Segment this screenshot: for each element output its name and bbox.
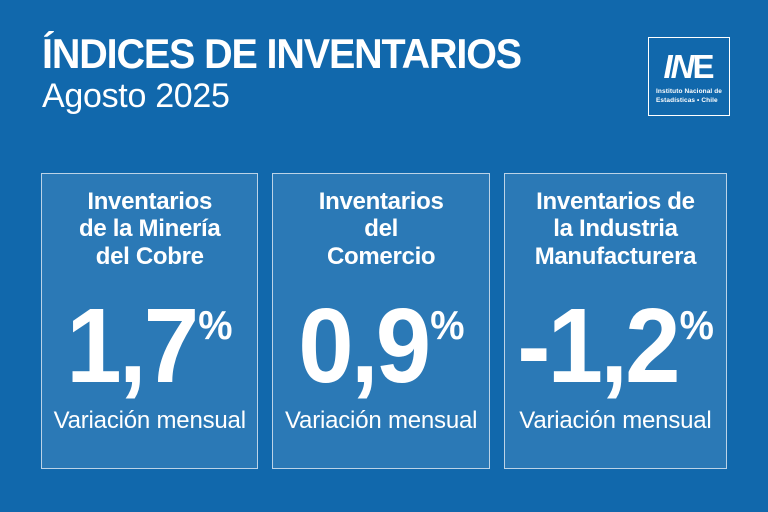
- card-title-line: Inventarios: [318, 188, 444, 215]
- ine-logo: INE Instituto Nacional de Estadísticas •…: [648, 37, 730, 116]
- page-subtitle: Agosto 2025: [42, 77, 230, 115]
- percent-sign: %: [198, 302, 233, 349]
- card-copper-mining-inventories: Inventarios de la Minería del Cobre 1,7 …: [41, 173, 259, 469]
- card-commerce-inventories: Inventarios del Comercio 0,9 % Variación…: [272, 173, 490, 469]
- card-caption: Variación mensual: [285, 406, 478, 434]
- header: ÍNDICES DE INVENTARIOS Agosto 2025: [42, 30, 552, 115]
- card-value: 1,7: [66, 287, 200, 406]
- indicator-cards-row: Inventarios de la Minería del Cobre 1,7 …: [41, 173, 727, 469]
- card-title-line: Inventarios de: [536, 188, 695, 215]
- card-value: 0,9: [298, 287, 431, 406]
- card-title-line: Manufacturera: [534, 242, 697, 270]
- card-title: Inventarios de la Minería del Cobre: [78, 188, 221, 270]
- card-title-line: del Cobre: [95, 242, 204, 270]
- ine-logo-acronym-e: E: [692, 47, 715, 85]
- card-value-group: 1,7 %: [66, 287, 233, 406]
- card-title-line: del: [364, 215, 399, 243]
- ine-logo-acronym-in: IN: [663, 47, 694, 85]
- card-caption: Variación mensual: [519, 406, 712, 434]
- card-manufacturing-inventories: Inventarios de la Industria Manufacturer…: [503, 173, 727, 469]
- card-title-line: la Industria: [553, 215, 678, 243]
- ine-logo-caption-line1: Instituto Nacional de: [656, 87, 723, 95]
- card-title-line: Comercio: [327, 242, 436, 270]
- card-title: Inventarios del Comercio: [319, 188, 444, 270]
- card-value-group: 0,9 %: [298, 287, 465, 406]
- card-value-group: -1,2 %: [517, 287, 714, 406]
- percent-sign: %: [679, 302, 714, 349]
- ine-logo-caption: Instituto Nacional de Estadísticas • Chi…: [649, 88, 722, 106]
- ine-logo-mark: INE: [663, 50, 714, 83]
- card-value: -1,2: [517, 287, 680, 406]
- page-title: ÍNDICES DE INVENTARIOS: [42, 30, 522, 77]
- percent-sign: %: [429, 302, 465, 349]
- ine-logo-caption-line2: Estadísticas • Chile: [656, 96, 718, 104]
- card-title-line: de la Minería: [78, 215, 221, 243]
- card-caption: Variación mensual: [53, 406, 246, 434]
- card-title: Inventarios de la Industria Manufacturer…: [534, 188, 697, 270]
- card-title-line: Inventarios: [87, 188, 213, 215]
